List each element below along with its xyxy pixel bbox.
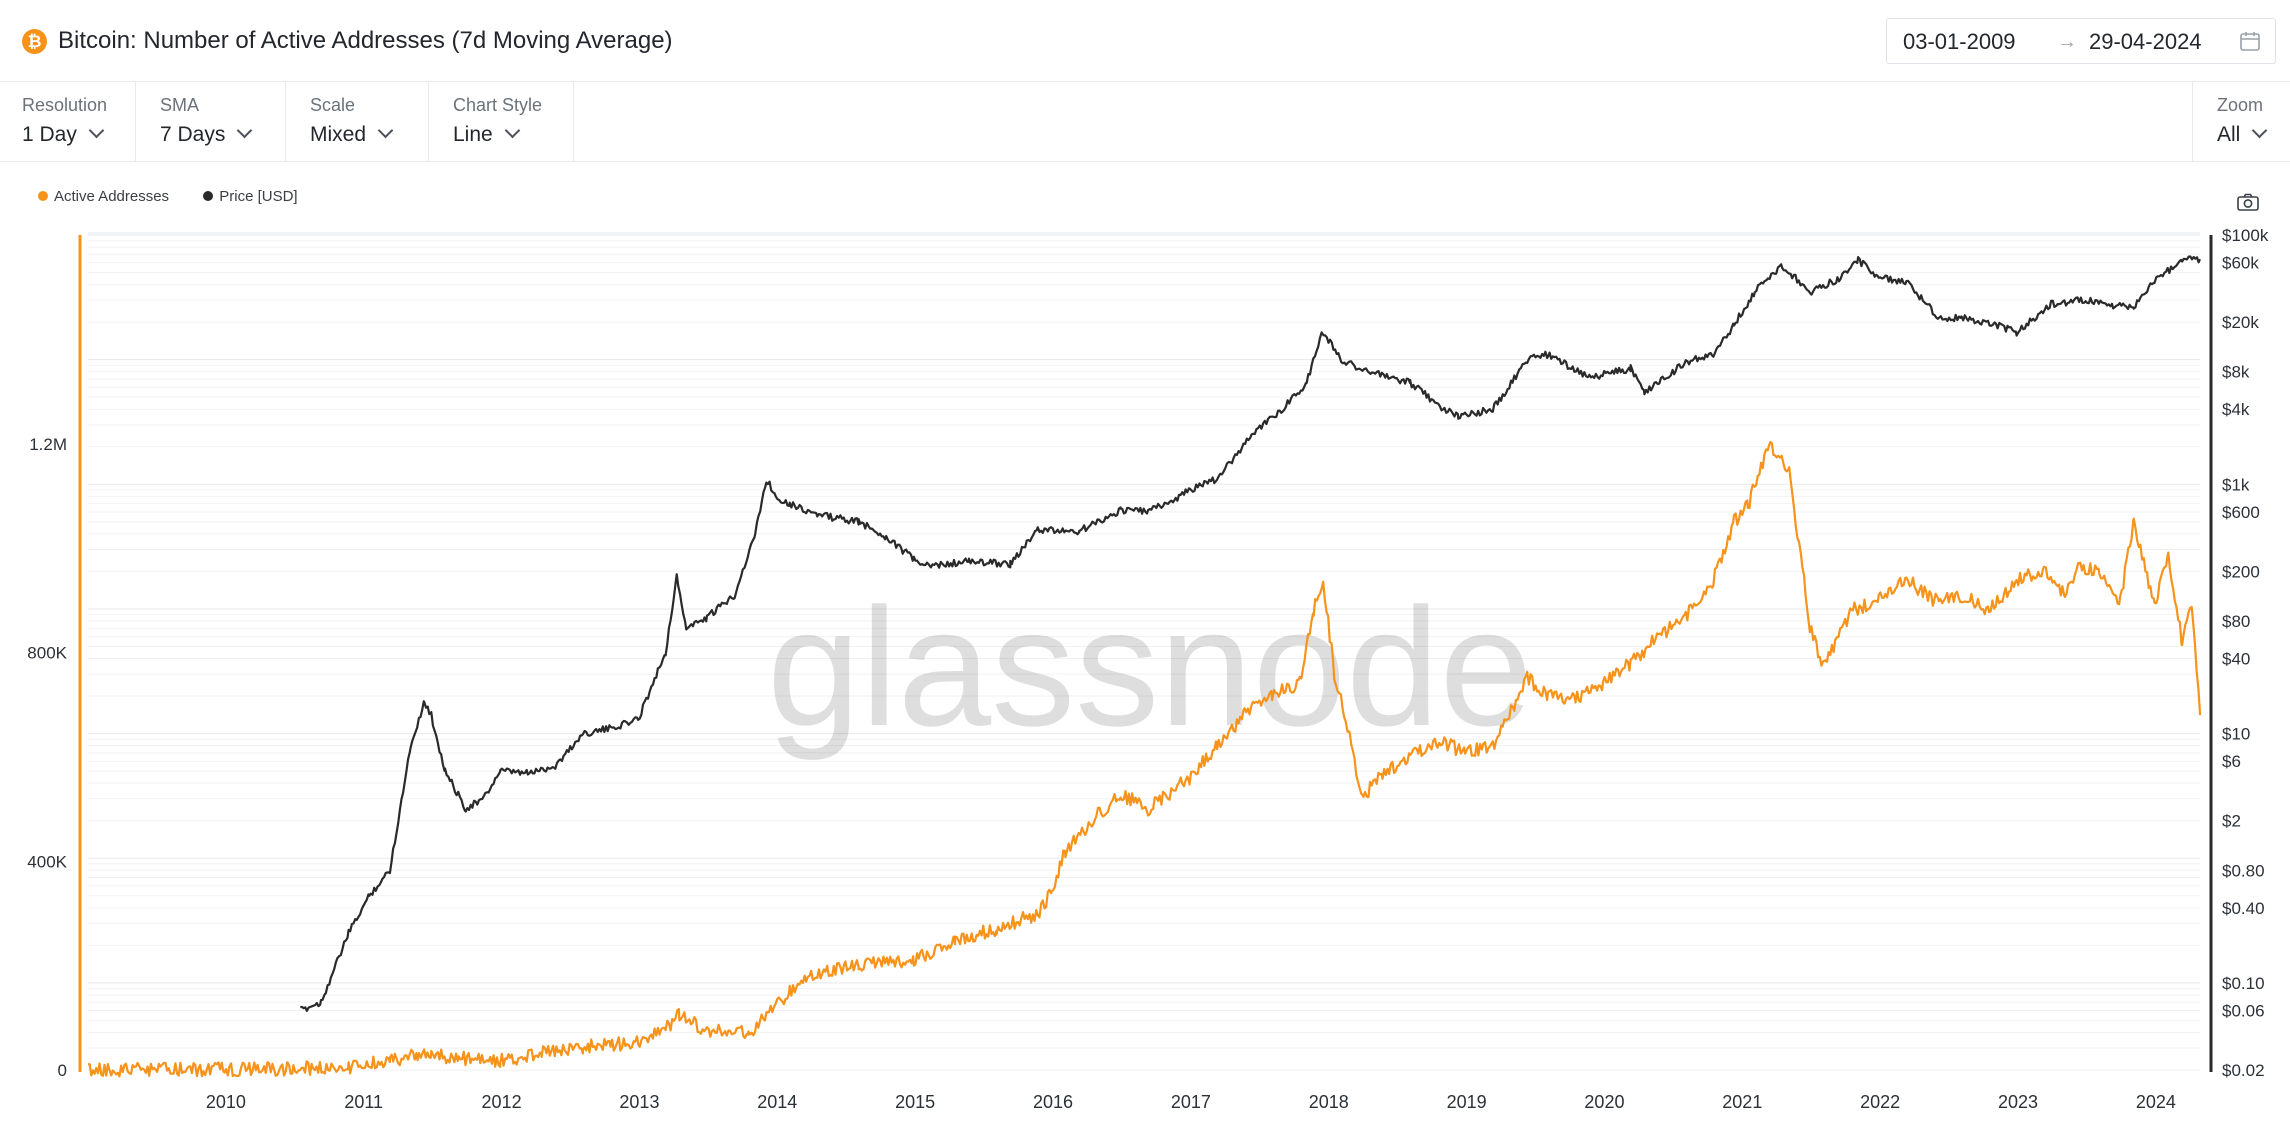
resolution-value: 1 Day (22, 121, 105, 149)
right-tick-label: $20k (2222, 313, 2259, 332)
chevron-down-icon (504, 122, 520, 139)
x-tick-label: 2012 (482, 1092, 522, 1112)
right-tick-label: $0.06 (2222, 1002, 2265, 1021)
date-range-picker[interactable]: 03-01-2009 → 29-04-2024 (1886, 18, 2276, 64)
x-tick-label: 2015 (895, 1092, 935, 1112)
watermark: glassnode (767, 573, 1533, 761)
right-tick-label: $6 (2222, 752, 2241, 771)
right-tick-label: $1k (2222, 475, 2250, 494)
right-tick-label: $10 (2222, 725, 2250, 744)
chart-header: ₿ Bitcoin: Number of Active Addresses (7… (0, 0, 2290, 82)
x-tick-label: 2019 (1447, 1092, 1487, 1112)
x-tick-label: 2021 (1722, 1092, 1762, 1112)
bitcoin-logo: ₿ (22, 29, 47, 54)
x-tick-label: 2024 (2136, 1092, 2176, 1112)
right-tick-label: $4k (2222, 400, 2250, 419)
sma-value: 7 Days (160, 121, 253, 149)
x-tick-label: 2020 (1584, 1092, 1624, 1112)
x-tick-label: 2011 (344, 1092, 383, 1112)
date-from-input[interactable]: 03-01-2009 (1903, 29, 2016, 54)
zoom-label: Zoom (2217, 95, 2264, 115)
resolution-dropdown[interactable]: Resolution 1 Day (0, 82, 136, 162)
left-tick-label: 0 (58, 1061, 67, 1080)
right-tick-label: $0.80 (2222, 861, 2265, 880)
scale-label: Scale (310, 95, 356, 115)
sma-dropdown[interactable]: SMA 7 Days (136, 82, 286, 162)
chart-legend: Active Addresses Price [USD] (38, 186, 328, 208)
x-tick-label: 2013 (619, 1092, 659, 1112)
right-tick-label: $2 (2222, 812, 2241, 831)
calendar-icon[interactable] (2239, 30, 2261, 52)
x-tick-label: 2018 (1309, 1092, 1349, 1112)
right-tick-label: $60k (2222, 254, 2259, 273)
x-tick-label: 2017 (1171, 1092, 1211, 1112)
chevron-down-icon (2252, 122, 2268, 139)
chart-style-dropdown[interactable]: Chart Style Line (429, 82, 574, 162)
right-tick-label: $0.02 (2222, 1061, 2265, 1080)
scale-dropdown[interactable]: Scale Mixed (286, 82, 429, 162)
legend-dot-black (203, 191, 214, 201)
zoom-value: All (2217, 121, 2268, 149)
scale-value: Mixed (310, 121, 394, 149)
legend-dot-orange (38, 191, 48, 201)
right-tick-label: $0.40 (2222, 899, 2265, 918)
chevron-down-icon (377, 122, 394, 139)
left-tick-label: 800K (27, 644, 67, 663)
left-tick-label: 1.2M (29, 435, 67, 454)
price-series-line (300, 255, 2202, 1012)
x-tick-label: 2022 (1860, 1092, 1900, 1112)
x-tick-label: 2010 (206, 1092, 246, 1112)
chart-area[interactable]: glassnode 0 400K 800K 1.2M $0.02 $0.06 $0.10 $0.… (0, 215, 2290, 1130)
chevron-down-icon (88, 122, 105, 139)
right-tick-label: $100k (2222, 226, 2269, 245)
x-tick-label: 2016 (1033, 1092, 1073, 1112)
chart-toolbar: Resolution 1 Day SMA 7 Days Scale Mixed … (0, 82, 2290, 162)
legend-item-active-addresses[interactable]: Active Addresses (38, 186, 169, 208)
right-tick-label: $200 (2222, 562, 2260, 581)
active-addresses-series-line (87, 441, 2202, 1078)
sma-label: SMA (160, 95, 200, 115)
legend-item-price[interactable]: Price [USD] (203, 186, 298, 208)
camera-icon[interactable] (2236, 192, 2260, 212)
left-tick-label: 400K (27, 852, 67, 871)
x-tick-label: 2014 (757, 1092, 797, 1112)
right-tick-label: $0.10 (2222, 974, 2265, 993)
page-title: Bitcoin: Number of Active Addresses (7d … (58, 27, 673, 54)
chart-style-label: Chart Style (453, 95, 543, 115)
x-tick-label: 2023 (1998, 1092, 2038, 1112)
resolution-label: Resolution (22, 95, 108, 115)
right-tick-label: $80 (2222, 612, 2250, 631)
legend-label-active-addresses: Active Addresses (54, 188, 170, 205)
right-tick-label: $8k (2222, 363, 2250, 382)
date-arrow-icon: → (2057, 31, 2077, 53)
zoom-dropdown[interactable]: Zoom All (2192, 82, 2290, 162)
chevron-down-icon (237, 122, 253, 139)
right-tick-label: $40 (2222, 650, 2250, 669)
chart-style-value: Line (453, 121, 520, 149)
date-to-input[interactable]: 29-04-2024 (2089, 29, 2202, 54)
right-tick-label: $600 (2222, 503, 2260, 522)
legend-label-price: Price [USD] (219, 188, 298, 205)
